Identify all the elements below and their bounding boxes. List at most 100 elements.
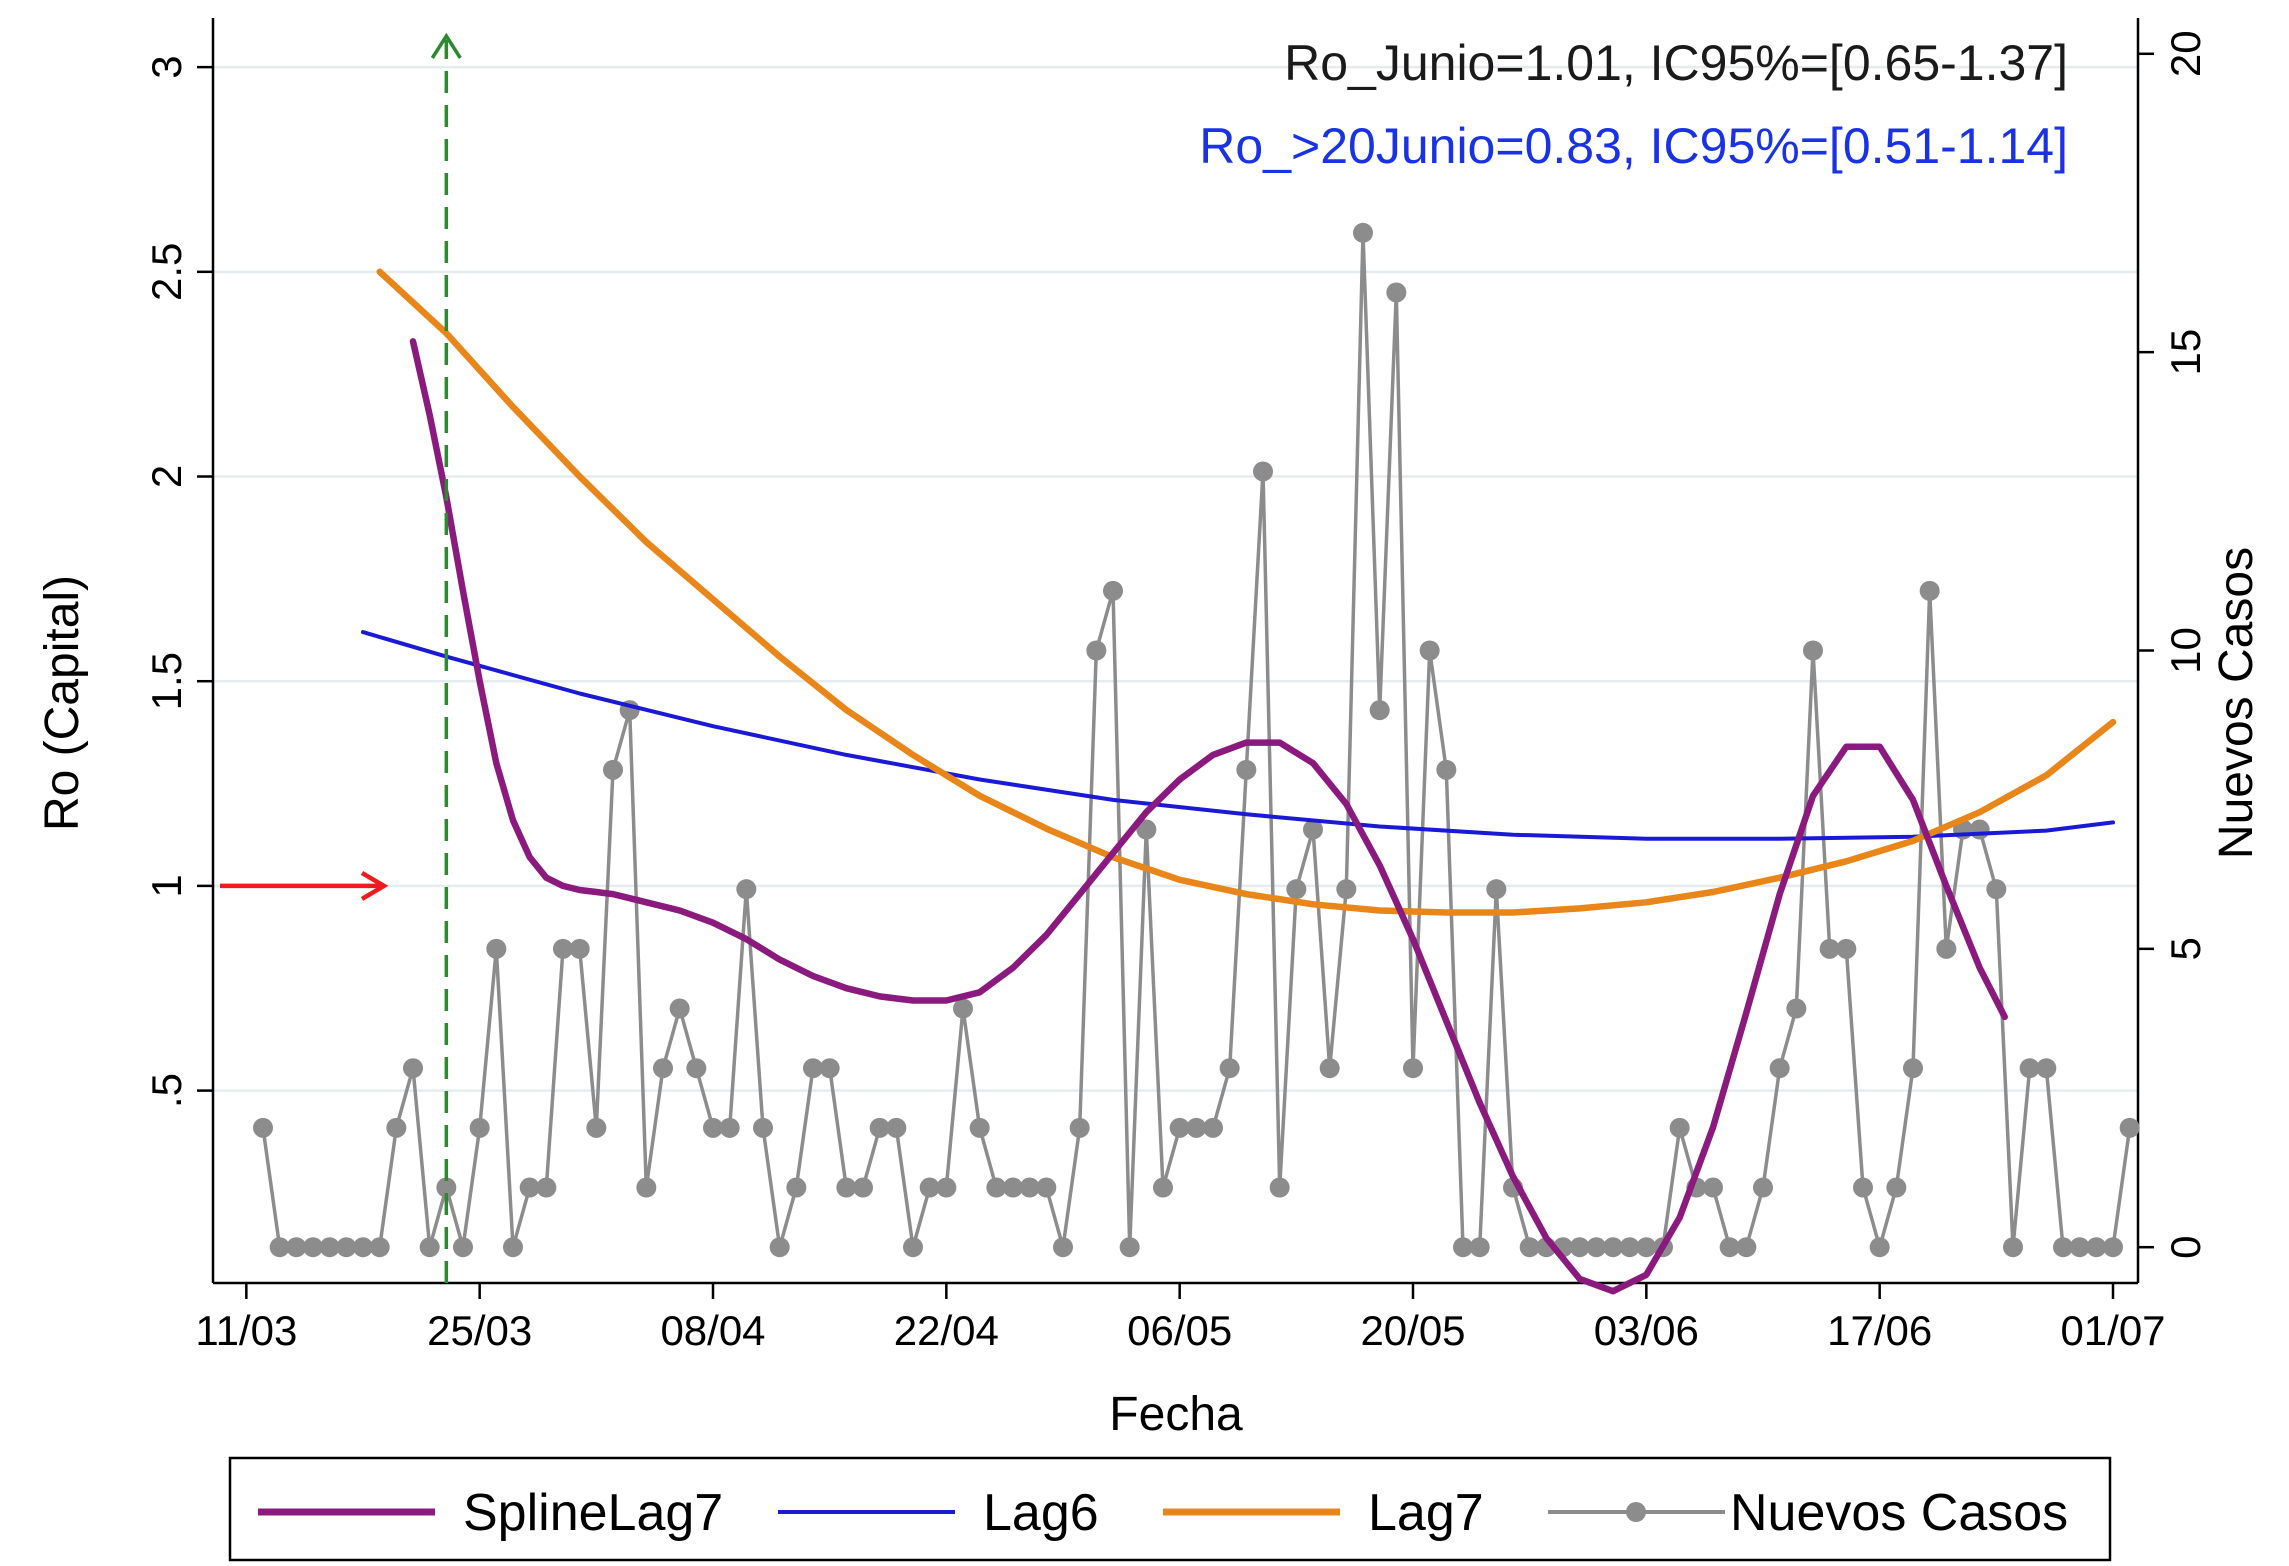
x-tick-label-5: 20/05 bbox=[1360, 1307, 1465, 1354]
data-point-nuevos-casos-107 bbox=[2036, 1058, 2057, 1079]
data-point-nuevos-casos-33 bbox=[803, 1058, 823, 1079]
x-tick-label-2: 08/04 bbox=[660, 1307, 765, 1354]
data-point-nuevos-casos-52 bbox=[1119, 1237, 1140, 1258]
data-point-nuevos-casos-97 bbox=[1869, 1237, 1890, 1258]
y-tick-label-3: 2 bbox=[143, 465, 190, 488]
data-point-nuevos-casos-46 bbox=[1019, 1177, 1040, 1198]
x-tick-label-7: 17/06 bbox=[1827, 1307, 1932, 1354]
markers-layer bbox=[220, 32, 462, 1283]
data-point-nuevos-casos-59 bbox=[1236, 759, 1257, 780]
data-point-nuevos-casos-51 bbox=[1103, 580, 1123, 601]
data-point-nuevos-casos-109 bbox=[2069, 1237, 2090, 1258]
data-point-nuevos-casos-49 bbox=[1069, 1117, 1090, 1138]
data-point-nuevos-casos-12 bbox=[453, 1237, 473, 1258]
data-point-nuevos-casos-50 bbox=[1086, 640, 1107, 661]
data-point-nuevos-casos-91 bbox=[1769, 1058, 1790, 1079]
data-point-nuevos-casos-1 bbox=[269, 1237, 290, 1258]
y-tick-label-0: .5 bbox=[143, 1073, 190, 1108]
y-axis-title: Ro (Capital) bbox=[36, 575, 89, 831]
data-point-nuevos-casos-62 bbox=[1286, 879, 1307, 900]
data-point-nuevos-casos-72 bbox=[1453, 1237, 1473, 1258]
series-layer bbox=[253, 222, 2140, 1295]
data-point-nuevos-casos-106 bbox=[2019, 1058, 2040, 1079]
x-tick-label-1: 25/03 bbox=[427, 1307, 532, 1354]
y2-axis-title: Nuevos Casos bbox=[2210, 547, 2263, 859]
data-point-nuevos-casos-76 bbox=[1519, 1237, 1540, 1258]
y-tick-label-4: 2.5 bbox=[143, 243, 190, 301]
data-point-nuevos-casos-55 bbox=[1169, 1117, 1190, 1138]
x-axis-title: Fecha bbox=[1109, 1388, 1243, 1441]
data-point-nuevos-casos-10 bbox=[419, 1237, 440, 1258]
data-point-nuevos-casos-40 bbox=[919, 1177, 940, 1198]
data-point-nuevos-casos-56 bbox=[1186, 1117, 1207, 1138]
data-point-nuevos-casos-110 bbox=[2086, 1237, 2107, 1258]
data-point-nuevos-casos-57 bbox=[1203, 1117, 1223, 1138]
series-line-lag6 bbox=[361, 630, 2115, 841]
data-point-nuevos-casos-81 bbox=[1603, 1237, 1623, 1258]
data-point-nuevos-casos-16 bbox=[519, 1177, 540, 1198]
data-point-nuevos-casos-79 bbox=[1569, 1237, 1590, 1258]
reference-arrow-head bbox=[360, 870, 389, 901]
data-point-nuevos-casos-15 bbox=[503, 1237, 523, 1258]
data-point-nuevos-casos-88 bbox=[1719, 1237, 1740, 1258]
x-tick-label-3: 22/04 bbox=[894, 1307, 999, 1354]
data-point-nuevos-casos-73 bbox=[1469, 1237, 1490, 1258]
legend: SplineLag7 Lag6 Lag7 Nuevos Casos bbox=[228, 1456, 2112, 1562]
data-point-nuevos-casos-80 bbox=[1586, 1237, 1607, 1258]
data-point-nuevos-casos-53 bbox=[1136, 819, 1157, 840]
data-point-nuevos-casos-29 bbox=[736, 879, 757, 900]
legend-label-nuevos-casos: Nuevos Casos bbox=[1730, 1484, 2068, 1542]
data-point-nuevos-casos-58 bbox=[1219, 1058, 1240, 1079]
x-tick-label-8: 01/07 bbox=[2060, 1307, 2165, 1354]
data-point-nuevos-casos-87 bbox=[1703, 1177, 1723, 1198]
data-point-nuevos-casos-6 bbox=[353, 1237, 373, 1258]
y2-tick-label-2: 10 bbox=[2162, 627, 2209, 674]
legend-label-splinelag7: SplineLag7 bbox=[463, 1484, 723, 1542]
y2-tick-label-1: 5 bbox=[2162, 937, 2209, 960]
data-point-nuevos-casos-35 bbox=[836, 1177, 857, 1198]
data-point-nuevos-casos-36 bbox=[853, 1177, 873, 1198]
y-axis-right: 0 5 10 15 20 bbox=[2138, 30, 2209, 1259]
data-point-nuevos-casos-9 bbox=[403, 1058, 423, 1079]
data-point-nuevos-casos-71 bbox=[1436, 759, 1457, 780]
data-point-nuevos-casos-104 bbox=[1986, 879, 2007, 900]
data-point-nuevos-casos-48 bbox=[1053, 1237, 1073, 1258]
data-point-nuevos-casos-112 bbox=[2119, 1117, 2140, 1138]
data-point-nuevos-casos-74 bbox=[1486, 879, 1507, 900]
data-point-nuevos-casos-108 bbox=[2053, 1237, 2073, 1258]
data-point-nuevos-casos-47 bbox=[1036, 1177, 1057, 1198]
data-point-nuevos-casos-41 bbox=[936, 1177, 957, 1198]
legend-label-lag7: Lag7 bbox=[1368, 1484, 1484, 1542]
data-point-nuevos-casos-66 bbox=[1353, 222, 1373, 243]
data-point-nuevos-casos-92 bbox=[1786, 998, 1807, 1019]
x-axis: 11/03 25/03 08/04 22/04 06/05 20/05 03/06 17/06… bbox=[195, 1283, 2166, 1354]
data-point-nuevos-casos-89 bbox=[1736, 1237, 1757, 1258]
data-point-nuevos-casos-23 bbox=[636, 1177, 657, 1198]
data-point-nuevos-casos-4 bbox=[319, 1237, 340, 1258]
data-point-nuevos-casos-103 bbox=[1969, 819, 1990, 840]
data-point-nuevos-casos-105 bbox=[2003, 1237, 2023, 1258]
data-point-nuevos-casos-45 bbox=[1003, 1177, 1023, 1198]
data-point-nuevos-casos-85 bbox=[1669, 1117, 1690, 1138]
data-point-nuevos-casos-67 bbox=[1369, 700, 1390, 721]
y2-tick-label-3: 15 bbox=[2162, 329, 2209, 376]
data-point-nuevos-casos-93 bbox=[1803, 640, 1823, 661]
data-point-nuevos-casos-99 bbox=[1903, 1058, 1923, 1079]
data-point-nuevos-casos-44 bbox=[986, 1177, 1007, 1198]
data-point-nuevos-casos-19 bbox=[569, 938, 590, 959]
data-point-nuevos-casos-94 bbox=[1819, 938, 1840, 959]
data-point-nuevos-casos-2 bbox=[286, 1237, 307, 1258]
data-point-nuevos-casos-0 bbox=[253, 1117, 273, 1138]
x-tick-label-4: 06/05 bbox=[1127, 1307, 1232, 1354]
data-point-nuevos-casos-21 bbox=[603, 759, 623, 780]
data-point-nuevos-casos-34 bbox=[819, 1058, 840, 1079]
data-point-nuevos-casos-82 bbox=[1619, 1237, 1640, 1258]
data-point-nuevos-casos-68 bbox=[1386, 282, 1407, 303]
data-point-nuevos-casos-70 bbox=[1419, 640, 1440, 661]
data-point-nuevos-casos-27 bbox=[703, 1117, 723, 1138]
y2-tick-label-0: 0 bbox=[2162, 1236, 2209, 1259]
data-point-nuevos-casos-5 bbox=[336, 1237, 357, 1258]
legend-label-lag6: Lag6 bbox=[983, 1484, 1099, 1542]
data-point-nuevos-casos-30 bbox=[753, 1117, 773, 1138]
legend-marker-nuevos-casos bbox=[1626, 1502, 1646, 1522]
